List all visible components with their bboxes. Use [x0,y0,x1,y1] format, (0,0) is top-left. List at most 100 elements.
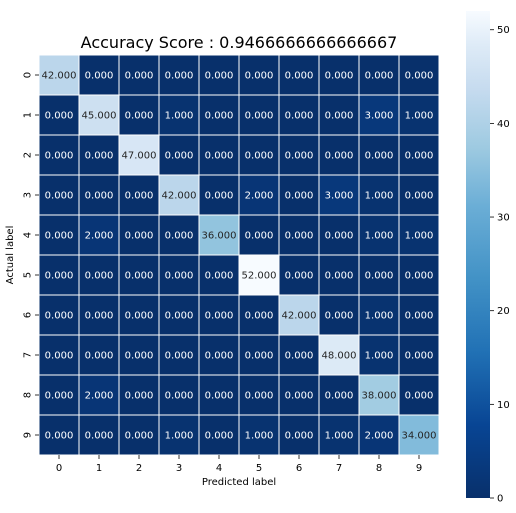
cell-value-label: 0.000 [205,351,234,362]
cell-value-label: 0.000 [45,231,74,242]
colorbar-tick-label: 0 [497,494,503,505]
y-tick-label: 3 [23,192,34,198]
y-tick-label: 5 [23,272,34,278]
heatmap-cell [78,334,120,376]
cell-value-label: 48.000 [322,351,357,362]
cell-value-label: 0.000 [125,391,154,402]
colorbar-tick-label: 30 [497,213,510,224]
heatmap-cell [238,254,280,296]
heatmap-cell [158,374,200,416]
heatmap-cell [78,374,120,416]
cell-value-label: 0.000 [205,431,234,442]
cell-value-label: 0.000 [45,111,74,122]
cell-value-label: 2.000 [365,431,394,442]
cell-value-label: 0.000 [45,271,74,282]
cell-value-label: 38.000 [362,391,397,402]
heatmap-cell [158,94,200,136]
cell-value-label: 0.000 [85,151,114,162]
heatmap-cell [398,294,440,336]
cell-value-label: 0.000 [205,271,234,282]
heatmap-cell [398,414,440,456]
cell-value-label: 0.000 [405,191,434,202]
heatmap-cell [78,54,120,96]
cell-value-label: 0.000 [245,71,274,82]
colorbar [466,11,490,498]
heatmap-cell [358,254,400,296]
heatmap-cell-labels: 42.000 0.000 0.000 0.000 0.000 0.000 0.000 0.00… [42,71,437,442]
heatmap-cell [398,134,440,176]
y-tick-label: 8 [23,392,34,398]
heatmap-cell [118,334,160,376]
cell-value-label: 47.000 [122,151,157,162]
cell-value-label: 0.000 [85,191,114,202]
heatmap-cell [398,54,440,96]
heatmap-cell [398,334,440,376]
cell-value-label: 0.000 [125,111,154,122]
cell-value-label: 0.000 [205,311,234,322]
cell-value-label: 0.000 [245,231,274,242]
cell-value-label: 0.000 [245,151,274,162]
y-axis-label: Actual label [5,226,16,285]
heatmap-cell [238,214,280,256]
cell-value-label: 0.000 [125,231,154,242]
heatmap-cell [278,294,320,336]
cell-value-label: 0.000 [205,151,234,162]
y-tick-label: 4 [23,232,34,238]
heatmap-cell [38,294,80,336]
heatmap-cell [198,214,240,256]
heatmap-cell [238,174,280,216]
heatmap-cell [198,374,240,416]
heatmap-cells [38,54,440,456]
heatmap-cell [158,334,200,376]
colorbar-tick-label: 10 [497,400,510,411]
cell-value-label: 1.000 [365,311,394,322]
cell-value-label: 0.000 [165,391,194,402]
heatmap-cell [358,94,400,136]
cell-value-label: 0.000 [205,71,234,82]
cell-value-label: 0.000 [205,111,234,122]
y-tick-label: 6 [23,312,34,318]
heatmap-cell [358,294,400,336]
colorbar-ticks: 0 10 20 30 40 50 [490,25,510,505]
cell-value-label: 0.000 [45,351,74,362]
x-tick-label: 6 [296,463,302,474]
colorbar-tick-label: 50 [497,25,510,36]
heatmap-cell [158,294,200,336]
cell-value-label: 0.000 [365,71,394,82]
heatmap-cell [358,334,400,376]
heatmap-cell [318,54,360,96]
heatmap-cell [278,134,320,176]
heatmap-cell [238,334,280,376]
heatmap-cell [358,134,400,176]
heatmap-cell [318,374,360,416]
heatmap-cell [38,174,80,216]
colorbar-tick-label: 40 [497,119,510,130]
cell-value-label: 52.000 [242,271,277,282]
cell-value-label: 1.000 [405,111,434,122]
cell-value-label: 0.000 [405,391,434,402]
cell-value-label: 0.000 [205,191,234,202]
cell-value-label: 0.000 [245,111,274,122]
cell-value-label: 0.000 [245,351,274,362]
heatmap-cell [78,134,120,176]
heatmap-cell [118,134,160,176]
heatmap-cell [198,414,240,456]
cell-value-label: 3.000 [325,191,354,202]
cell-value-label: 0.000 [165,71,194,82]
cell-value-label: 0.000 [285,71,314,82]
heatmap-cell [118,374,160,416]
cell-value-label: 0.000 [405,71,434,82]
cell-value-label: 0.000 [85,71,114,82]
heatmap-cell [318,134,360,176]
cell-value-label: 36.000 [202,231,237,242]
cell-value-label: 0.000 [285,111,314,122]
cell-value-label: 0.000 [165,351,194,362]
heatmap-cell [38,414,80,456]
heatmap-cell [358,374,400,416]
cell-value-label: 42.000 [282,311,317,322]
cell-value-label: 0.000 [45,431,74,442]
heatmap-cell [318,334,360,376]
colorbar-tick-label: 20 [497,306,510,317]
